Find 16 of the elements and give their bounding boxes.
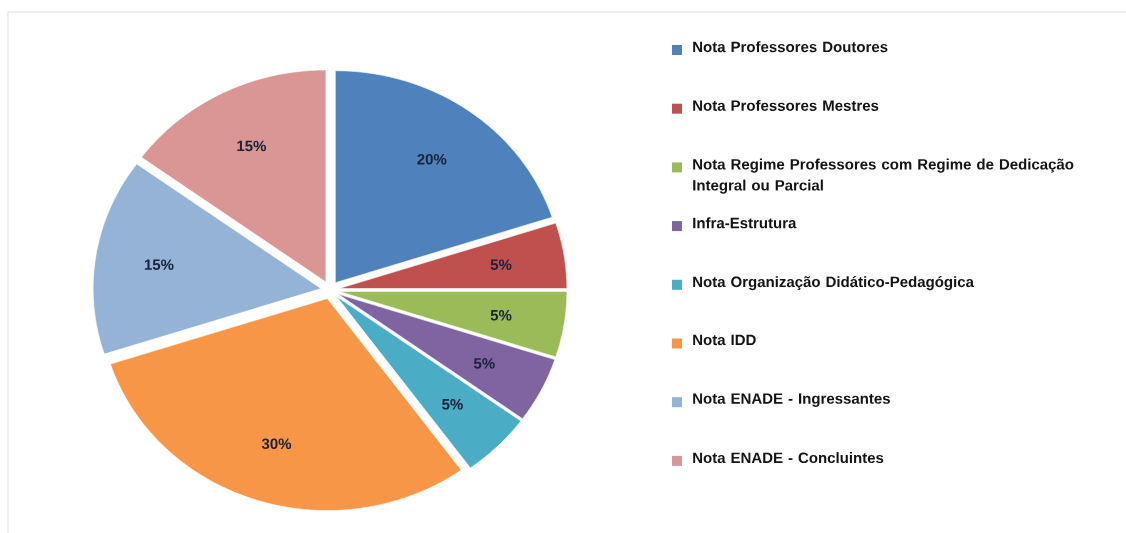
data-label: 5% — [442, 399, 463, 410]
data-label: 15% — [144, 259, 174, 270]
legend-label: Nota IDD — [693, 334, 756, 346]
legend-label: Nota Organização Didático-Pedagógica — [693, 276, 975, 291]
legend-label: Nota Professores Doutores — [693, 41, 888, 53]
legend-label: Nota Regime Professores com Regime de Dedicação Integral ou Parcial — [693, 158, 1074, 194]
legend-label: Nota ENADE - Concluintes — [693, 452, 884, 464]
data-label: 5% — [490, 259, 512, 270]
legend-label: Infra-Estrutura — [693, 217, 797, 229]
data-label: 30% — [261, 438, 292, 450]
data-label: 20% — [417, 153, 447, 165]
data-label: 15% — [237, 140, 266, 152]
legend-label: Nota Professores Mestres — [693, 99, 879, 111]
data-label: 5% — [490, 310, 512, 321]
legend-label: Nota ENADE - Ingressantes — [693, 393, 890, 407]
data-label: 5% — [473, 358, 495, 369]
